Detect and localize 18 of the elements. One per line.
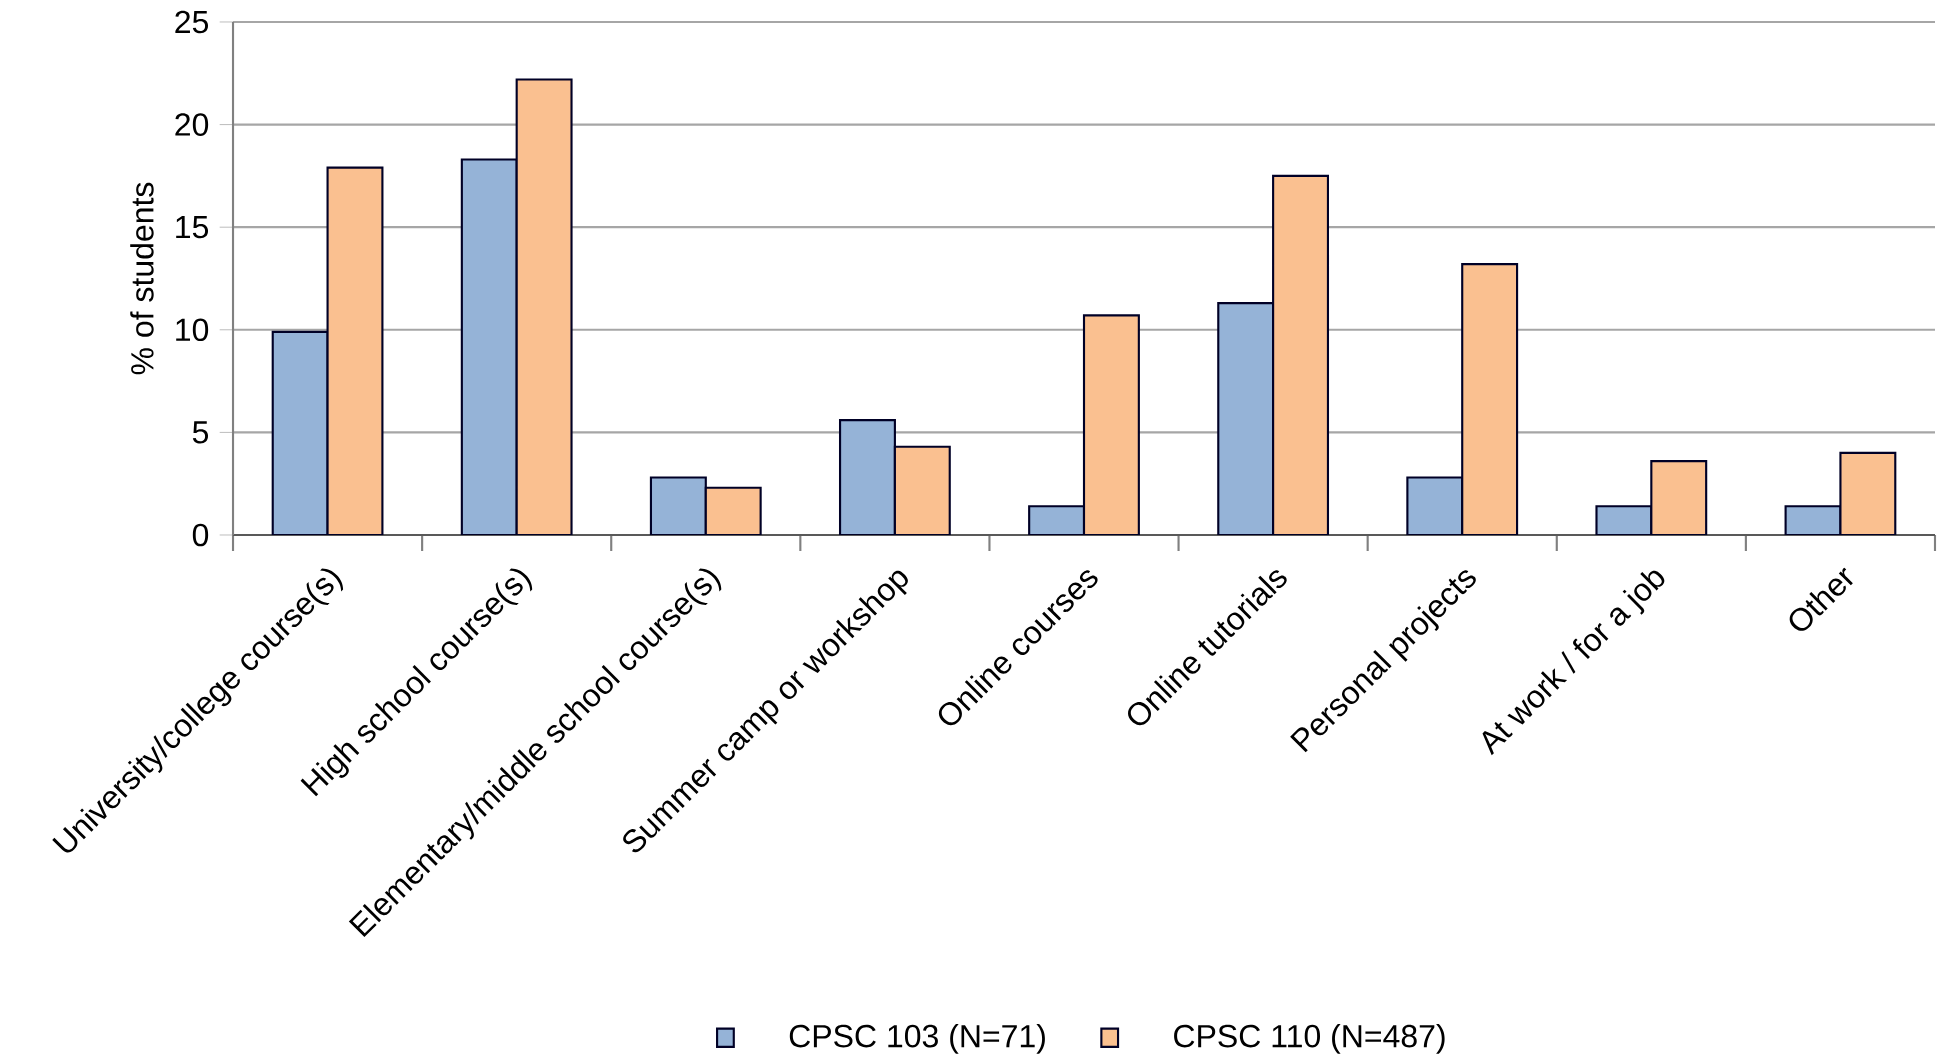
y-axis-title: % of students — [130, 182, 154, 375]
bar — [1650, 459, 1708, 535]
bar — [515, 78, 573, 535]
y-tick-label: 5 — [192, 421, 209, 444]
y-tick-label: 15 — [176, 215, 209, 239]
legend-label: CPSC 110 (N=487) — [1174, 1023, 1445, 1054]
y-tick-label: 10 — [176, 318, 209, 341]
bar — [326, 166, 384, 535]
bar — [704, 486, 762, 535]
y-tick-label: 0 — [192, 523, 209, 547]
bar — [1272, 174, 1330, 535]
bar — [893, 445, 951, 535]
bar — [1839, 451, 1897, 535]
bar — [1082, 314, 1140, 535]
y-tick-label: 20 — [175, 113, 209, 136]
legend-label: CPSC 103 (N=71) — [789, 1023, 1045, 1054]
bar — [1461, 262, 1519, 535]
y-tick-label: 25 — [175, 10, 209, 34]
